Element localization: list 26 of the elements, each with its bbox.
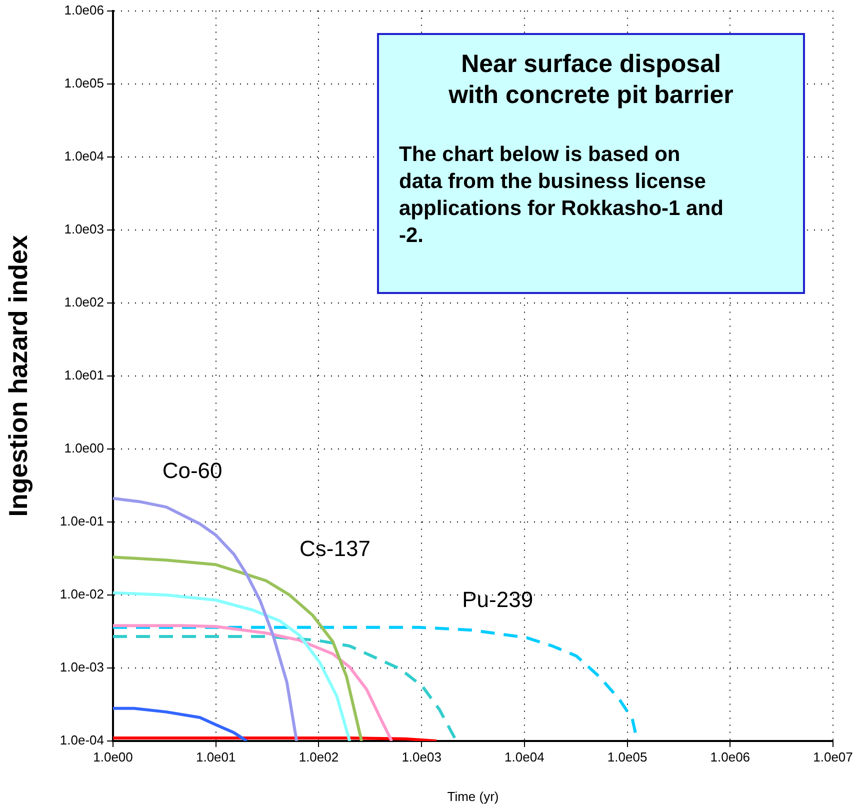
y-tick-label: 1.0e-01 [60, 514, 104, 529]
x-tick-label: 1.0e05 [607, 749, 648, 764]
series-label: Co-60 [162, 458, 222, 484]
x-tick-label: 1.0e06 [710, 749, 750, 764]
series-label: Cs-137 [300, 536, 370, 562]
x-axis-title: Time (yr) [447, 788, 499, 804]
x-tick-label: 1.0e01 [196, 749, 236, 764]
x-tick-label: 1.0e00 [93, 749, 133, 764]
y-tick-label: 1.0e01 [64, 367, 104, 382]
series-label: Pu-239 [462, 587, 534, 612]
x-tick-label: 1.0e04 [504, 749, 544, 764]
y-axis-title: Ingestion hazard index [2, 234, 33, 517]
y-tick-label: 1.0e03 [64, 221, 104, 236]
y-tick-label: 1.0e00 [64, 440, 104, 456]
text-box: Near surface disposal with concrete pit barrier The chart below is based on data from the business license applications for Rokkasho-1 and -2. [377, 33, 805, 294]
y-tick-label: 1.0e-04 [60, 732, 104, 748]
y-tick-label: 1.0e-03 [60, 660, 104, 675]
x-tick-label: 1.0e03 [402, 749, 442, 764]
y-tick-label: 1.0e04 [64, 148, 104, 164]
y-tick-label: 1.0e-02 [60, 586, 104, 602]
y-tick-label: 1.0e02 [64, 294, 104, 310]
x-tick-label: 1.0e07 [813, 749, 853, 764]
annotation: The chart below is based on data from the business license applications for Rokkasho-1 and -2. [399, 142, 724, 249]
y-tick-label: 1.0e05 [64, 75, 104, 90]
y-tick-label: 1.0e06 [64, 2, 104, 18]
x-tick-label: 1.0e02 [298, 749, 339, 764]
